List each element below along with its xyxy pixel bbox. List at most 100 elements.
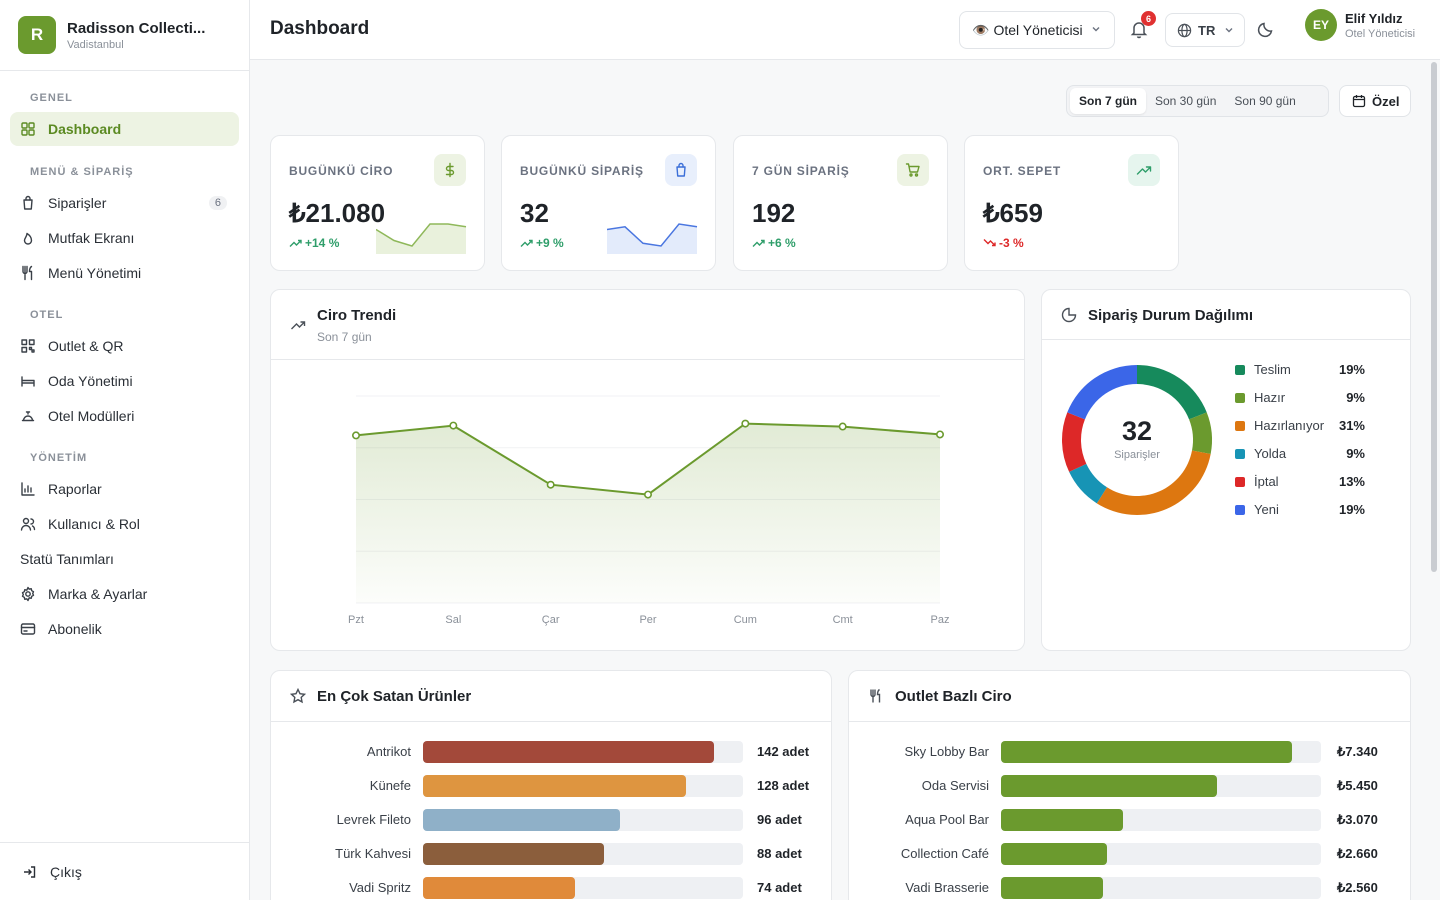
kpi-sparkline <box>607 223 698 254</box>
utensils-icon <box>22 265 33 281</box>
sparkline-area <box>607 224 697 254</box>
sidebar-item-raporlar[interactable]: Raporlar <box>10 472 239 506</box>
sidebar-item-label: Dashboard <box>48 121 122 137</box>
order-status-legend: Teslim 19% Hazır 9% Hazırlanıyor 31% Yol… <box>1235 362 1365 522</box>
kpi-value: ₺21.080 <box>289 198 386 228</box>
bar-fill <box>423 741 715 763</box>
x-tick-label: Cum <box>734 614 757 626</box>
sidebar-item-label: Marka & Ayarlar <box>48 586 148 602</box>
kpi-card[interactable]: ORT. SEPET ₺659 -3 % <box>964 135 1179 271</box>
range-tab[interactable]: Son 30 gün <box>1155 94 1217 108</box>
x-tick-label: Cmt <box>833 614 853 626</box>
logout-button[interactable]: Çıkış <box>0 842 249 900</box>
sidebar-item-mutfak-ekran-[interactable]: Mutfak Ekranı <box>10 221 239 255</box>
kpi-card[interactable]: 7 GÜN SİPARİŞ 192 +6 % <box>733 135 948 271</box>
custom-range-button[interactable]: Özel <box>1339 85 1411 117</box>
sidebar-item-label: Abonelik <box>48 621 102 637</box>
x-tick-label: Per <box>639 614 656 626</box>
nav-section-title: YÖNETİM <box>30 452 88 464</box>
logout-icon <box>24 865 36 878</box>
bar-fill <box>423 843 604 865</box>
bar-fill <box>1001 741 1293 763</box>
revenue-point[interactable] <box>643 490 652 499</box>
revenue-point[interactable] <box>838 422 847 431</box>
donut-slice[interactable] <box>1137 365 1207 420</box>
bar-label: Türk Kahvesi <box>335 846 411 861</box>
order-status-panel: Sipariş Durum Dağılımı 32 Siparişler Tes… <box>1041 289 1411 651</box>
sidebar-item-label: Otel Modülleri <box>48 408 135 424</box>
moon-icon[interactable] <box>1257 20 1275 38</box>
legend-percent: 31% <box>1338 418 1365 433</box>
sidebar-item-stat-tan-mlar-[interactable]: Statü Tanımları <box>10 542 239 576</box>
kpi-delta: +6 % <box>768 236 796 250</box>
sidebar-item-sipari-ler[interactable]: Siparişler 6 <box>10 186 239 220</box>
utensils-icon <box>870 688 881 703</box>
donut-slice[interactable] <box>1069 463 1107 504</box>
card-icon <box>20 623 36 635</box>
sidebar-item-otel-mod-lleri[interactable]: Otel Modülleri <box>10 399 239 433</box>
users-icon <box>20 517 36 531</box>
donut-total-label: Siparişler <box>1114 449 1160 461</box>
trend-up-icon <box>291 321 306 330</box>
bar-value: 142 adet <box>757 744 810 759</box>
sidebar-item-marka-ayarlar[interactable]: Marka & Ayarlar <box>10 577 239 611</box>
revenue-point[interactable] <box>352 431 361 440</box>
trend-up-icon <box>520 239 533 247</box>
sidebar-item-abonelik[interactable]: Abonelik <box>10 612 239 646</box>
outlet-revenue-title: Outlet Bazlı Ciro <box>895 688 1012 705</box>
legend-item: Teslim 19% <box>1235 362 1365 377</box>
star-icon <box>290 688 306 704</box>
dollar-icon <box>445 162 455 178</box>
sidebar-item-kullan-c-rol[interactable]: Kullanıcı & Rol <box>10 507 239 541</box>
bar-track <box>423 843 743 865</box>
donut-slice[interactable] <box>1189 412 1212 455</box>
sparkline-line <box>376 223 467 247</box>
x-tick-label: Çar <box>542 614 560 626</box>
donut-slice[interactable] <box>1062 412 1087 472</box>
range-tab[interactable]: Son 7 gün <box>1070 88 1146 114</box>
bar-track <box>423 809 743 831</box>
sidebar-item-label: Menü Yönetimi <box>48 265 142 281</box>
legend-swatch <box>1235 420 1245 431</box>
revenue-area <box>356 423 940 603</box>
legend-label: Hazırlanıyor <box>1254 418 1325 433</box>
bar-track <box>1001 843 1321 865</box>
brand[interactable]: R Radisson Collecti... Vadistanbul <box>0 0 249 71</box>
bar-fill <box>423 877 575 899</box>
sidebar-item-men-y-netimi[interactable]: Menü Yönetimi <box>10 256 239 290</box>
nav-section-title: MENÜ & SİPARİŞ <box>30 166 134 178</box>
orders-count-badge: 6 <box>208 196 227 210</box>
role-select-value: Otel Yöneticisi <box>993 22 1083 38</box>
concierge-icon <box>21 411 35 422</box>
bar-value: ₺7.340 <box>1337 744 1378 759</box>
revenue-line-chart: Pzt Sal Çar Per Cum Cmt Paz <box>348 395 949 626</box>
legend-swatch <box>1235 364 1245 375</box>
sparkline-line <box>607 223 698 247</box>
top-header: Dashboard 👁️ Otel Yöneticisi 6 TR EY Eli… <box>250 0 1440 60</box>
revenue-point[interactable] <box>741 419 750 428</box>
bell-icon[interactable] <box>1129 19 1149 39</box>
sidebar-item-dashboard[interactable]: Dashboard <box>10 112 239 146</box>
revenue-point[interactable] <box>546 480 555 489</box>
revenue-point[interactable] <box>449 421 458 430</box>
bar-value: 88 adet <box>757 846 802 861</box>
sidebar-item-outlet-qr[interactable]: Outlet & QR <box>10 329 239 363</box>
user-menu[interactable]: EY Elif Yıldız Otel Yöneticisi <box>1305 9 1415 41</box>
bar-value: 96 adet <box>757 812 802 827</box>
sidebar-item-label: Siparişler <box>48 195 107 211</box>
revenue-point[interactable] <box>935 430 944 439</box>
revenue-trend-subtitle: Son 7 gün <box>317 330 372 344</box>
donut-slice[interactable] <box>1067 365 1137 420</box>
bar-value: ₺2.560 <box>1337 880 1378 895</box>
role-select[interactable]: 👁️ Otel Yöneticisi <box>959 11 1115 49</box>
page-scrollbar[interactable] <box>1431 62 1437 572</box>
legend-label: Teslim <box>1254 362 1291 377</box>
sidebar-item-oda-y-netimi[interactable]: Oda Yönetimi <box>10 364 239 398</box>
bar-label: Vadi Spritz <box>349 880 411 895</box>
range-tab[interactable]: Son 90 gün <box>1234 94 1296 108</box>
kpi-label: BUGÜNKÜ CİRO <box>289 164 394 178</box>
donut-slice[interactable] <box>1096 450 1211 515</box>
language-select[interactable]: TR <box>1165 13 1245 47</box>
kpi-card[interactable]: BUGÜNKÜ CİRO ₺21.080 +14 % <box>270 135 485 271</box>
kpi-card[interactable]: BUGÜNKÜ SİPARİŞ 32 +9 % <box>501 135 716 271</box>
